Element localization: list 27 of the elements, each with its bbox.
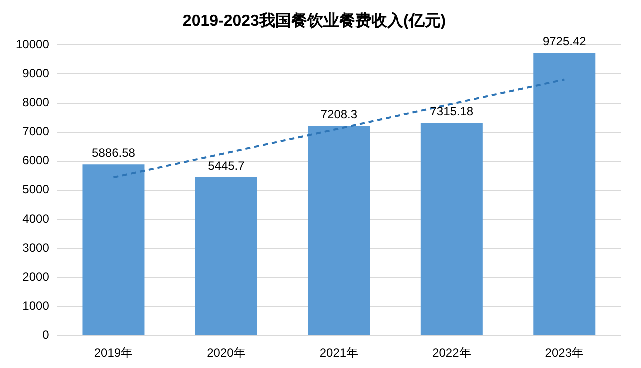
x-tick-label: 2023年 [545, 346, 584, 360]
bar [82, 164, 145, 336]
x-tick-label: 2022年 [432, 346, 472, 360]
y-tick-label: 1000 [22, 298, 50, 313]
bar [420, 123, 483, 336]
chart-title: 2019-2023我国餐饮业餐费收入(亿元) [182, 12, 446, 30]
x-tick-label: 2020年 [207, 346, 246, 360]
y-tick-label: 0 [42, 328, 50, 342]
y-tick-label: 4000 [22, 212, 50, 226]
y-tick-label: 9000 [22, 66, 50, 81]
y-tick-label: 8000 [22, 96, 50, 110]
bar [534, 53, 596, 336]
y-tick-label: 10000 [16, 38, 50, 52]
y-tick-label: 5000 [22, 182, 50, 197]
bar [195, 177, 258, 336]
y-tick-label: 7000 [22, 124, 50, 139]
y-tick-label: 3000 [22, 240, 50, 255]
y-tick-label: 2000 [22, 270, 50, 284]
x-tick-label: 2019年 [94, 346, 134, 360]
data-label: 7208.3 [320, 108, 358, 122]
data-label: 5445.7 [208, 158, 246, 173]
x-tick-label: 2021年 [320, 346, 359, 360]
data-label: 7315.18 [430, 104, 474, 118]
data-label: 9725.42 [542, 34, 587, 48]
data-label: 5886.58 [92, 146, 136, 160]
y-tick-label: 6000 [22, 154, 50, 168]
bar [308, 126, 370, 336]
